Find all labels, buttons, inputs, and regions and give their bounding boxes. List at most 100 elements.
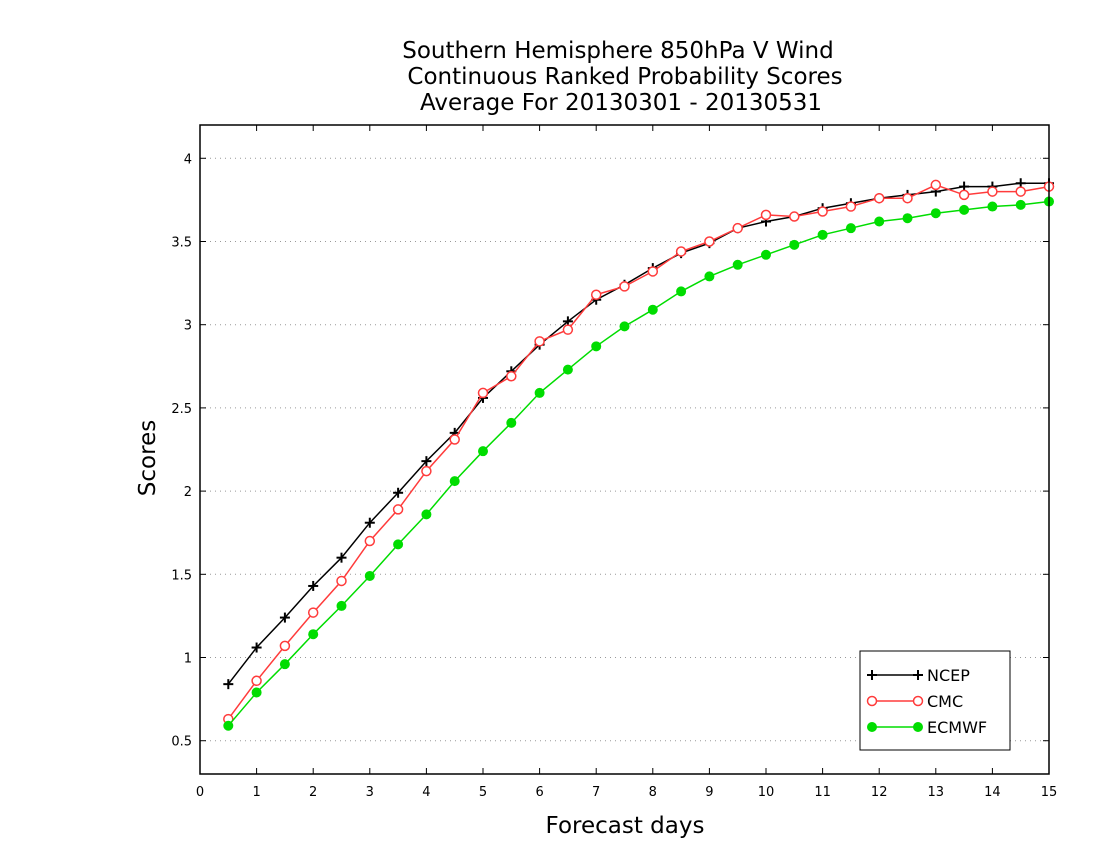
series-cmc <box>223 179 1055 725</box>
data-point-cmc <box>477 387 489 399</box>
y-tick-label: 4 <box>184 152 192 167</box>
data-point-ncep <box>279 612 290 623</box>
data-point-cmc <box>506 371 517 382</box>
x-axis-ticks: 0 1 2 3 4 5 6 7 8 9 10 11 12 13 14 15 <box>196 125 1057 800</box>
data-point-cmc <box>873 192 885 204</box>
data-point-ecmwf <box>562 364 573 375</box>
data-point-ecmwf <box>534 387 545 398</box>
data-point-ecmwf <box>393 539 404 550</box>
x-axis-title: Forecast days <box>546 813 705 839</box>
y-tick-label: 2 <box>184 485 192 500</box>
series-line-ncep <box>227 182 1049 685</box>
data-point-cmc <box>336 575 347 587</box>
y-tick-label: 2.5 <box>171 402 192 417</box>
data-point-ncep <box>421 456 432 467</box>
data-point-cmc <box>562 324 574 335</box>
data-point-ecmwf <box>591 341 602 352</box>
series-ecmwf <box>223 196 1054 731</box>
data-point-ecmwf <box>789 239 800 250</box>
legend-marker-ecmwf <box>913 722 923 732</box>
data-point-ncep <box>364 517 375 528</box>
legend-marker-cmc <box>866 695 878 707</box>
x-tick-label: 14 <box>984 785 1001 800</box>
data-point-cmc <box>732 222 743 234</box>
plot-frame <box>199 124 1050 775</box>
legend-marker-cmc <box>912 695 924 707</box>
y-tick-label: 1 <box>184 652 192 667</box>
data-point-ecmwf <box>449 476 460 487</box>
data-point-ecmwf <box>279 659 290 670</box>
legend-marker-ncep <box>913 670 923 680</box>
data-point-cmc <box>392 504 404 515</box>
series-layer <box>223 178 1055 731</box>
data-point-ecmwf <box>732 259 743 270</box>
data-point-ecmwf <box>987 201 998 212</box>
y-tick-label: 3 <box>184 319 192 334</box>
data-point-ncep <box>393 487 404 498</box>
x-tick-label: 11 <box>814 785 831 800</box>
data-point-cmc <box>534 336 545 347</box>
data-point-cmc <box>987 186 998 197</box>
data-point-ecmwf <box>308 629 319 640</box>
data-point-ecmwf <box>223 720 234 731</box>
data-point-ecmwf <box>930 208 941 219</box>
series-line-ecmwf <box>227 200 1050 727</box>
x-tick-label: 7 <box>592 785 600 800</box>
data-point-cmc <box>647 266 659 277</box>
data-point-ecmwf <box>845 223 856 234</box>
data-point-cmc <box>675 246 687 257</box>
y-axis-title: Scores <box>135 420 161 496</box>
data-point-ecmwf <box>364 570 375 581</box>
data-point-ecmwf <box>817 229 828 240</box>
data-point-ecmwf <box>761 249 771 260</box>
data-point-cmc <box>279 640 291 652</box>
data-point-ncep <box>336 552 347 563</box>
x-tick-label: 10 <box>758 785 775 800</box>
data-point-ecmwf <box>959 204 970 215</box>
data-point-ecmwf <box>676 286 687 297</box>
data-point-cmc <box>845 201 857 212</box>
data-point-cmc <box>958 189 970 201</box>
series-line-cmc <box>227 184 1050 720</box>
x-tick-label: 5 <box>479 785 487 800</box>
data-point-ecmwf <box>647 304 658 315</box>
x-tick-label: 0 <box>196 785 204 800</box>
data-point-cmc <box>760 209 772 221</box>
x-tick-label: 4 <box>422 785 430 800</box>
y-tick-label: 1.5 <box>171 568 192 583</box>
x-tick-label: 6 <box>535 785 543 800</box>
data-point-cmc <box>364 535 376 547</box>
legend-item-ecmwf: ECMWF <box>867 718 987 737</box>
x-tick-label: 13 <box>928 785 945 800</box>
data-point-cmc <box>421 465 432 477</box>
data-point-cmc <box>307 607 319 618</box>
chart-title-line-1: Southern Hemisphere 850hPa V Wind <box>402 38 833 64</box>
data-point-ecmwf <box>874 216 885 227</box>
legend-marker-ncep <box>867 670 877 680</box>
data-point-cmc <box>590 289 602 300</box>
y-tick-label: 3.5 <box>171 235 192 250</box>
data-point-ecmwf <box>1015 199 1026 210</box>
data-point-cmc <box>789 211 800 222</box>
data-point-ecmwf <box>336 600 347 611</box>
x-tick-label: 3 <box>366 785 374 800</box>
data-point-ncep <box>223 679 234 690</box>
series-ncep <box>223 178 1054 690</box>
legend-marker-ecmwf <box>867 722 877 732</box>
legend-label-ncep: NCEP <box>927 666 970 685</box>
x-tick-label: 8 <box>649 785 657 800</box>
legend: NCEP CMC ECMWF <box>859 650 1011 751</box>
chart-title-line-2: Continuous Ranked Probability Scores <box>407 64 842 90</box>
data-point-ecmwf <box>704 271 715 282</box>
data-point-ecmwf <box>251 687 262 698</box>
data-point-ecmwf <box>478 446 488 457</box>
data-point-ecmwf <box>619 321 630 332</box>
data-point-ecmwf <box>421 509 432 520</box>
data-point-cmc <box>902 192 913 204</box>
x-tick-label: 12 <box>871 785 888 800</box>
legend-label-ecmwf: ECMWF <box>927 718 987 737</box>
y-tick-label: 0.5 <box>171 735 192 750</box>
y-axis-ticks: 0.5 1 1.5 2 2.5 3 3.5 4 <box>171 152 1049 750</box>
data-point-cmc <box>930 179 942 191</box>
